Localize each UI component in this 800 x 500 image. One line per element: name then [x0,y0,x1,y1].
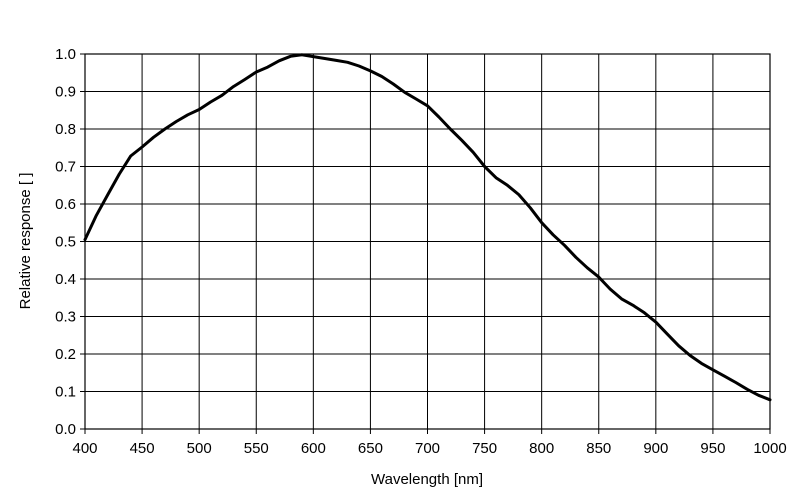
y-tick-label: 0.5 [55,234,76,251]
x-tick-label: 400 [72,440,97,457]
y-tick-label: 0.3 [55,309,76,326]
x-tick-label: 900 [643,440,668,457]
plot-area [84,53,771,430]
x-tick-label: 950 [700,440,725,457]
x-tick-label: 600 [301,440,326,457]
grid [80,53,771,434]
y-tick-label: 0.8 [55,121,76,138]
y-tick-label: 0.0 [55,421,76,438]
y-tick-label: 0.9 [55,84,76,101]
x-tick-label: 700 [415,440,440,457]
response-curve [83,53,772,402]
y-tick-label: 0.6 [55,196,76,213]
y-tick-label: 0.7 [55,159,76,176]
x-tick-label: 800 [529,440,554,457]
y-tick-label: 0.2 [55,346,76,363]
y-axis: 0.0 0.1 0.2 0.3 0.4 0.5 0.6 0.7 0.8 0.9 1.0 [55,46,76,438]
y-tick-label: 0.1 [55,384,76,401]
x-axis-title: Wavelength [nm] [371,471,483,488]
x-tick-label: 850 [586,440,611,457]
x-tick-label: 450 [130,440,155,457]
y-tick-label: 1.0 [55,46,76,63]
x-tick-label: 500 [187,440,212,457]
y-axis-title: Relative response [ ] [17,173,34,310]
x-axis: 400 450 500 550 600 650 700 750 800 850 900 950 1000 [72,440,786,457]
y-tick-label: 0.4 [55,271,76,288]
x-tick-label: 1000 [753,440,786,457]
x-tick-label: 750 [472,440,497,457]
x-tick-label: 650 [358,440,383,457]
x-tick-label: 550 [244,440,269,457]
